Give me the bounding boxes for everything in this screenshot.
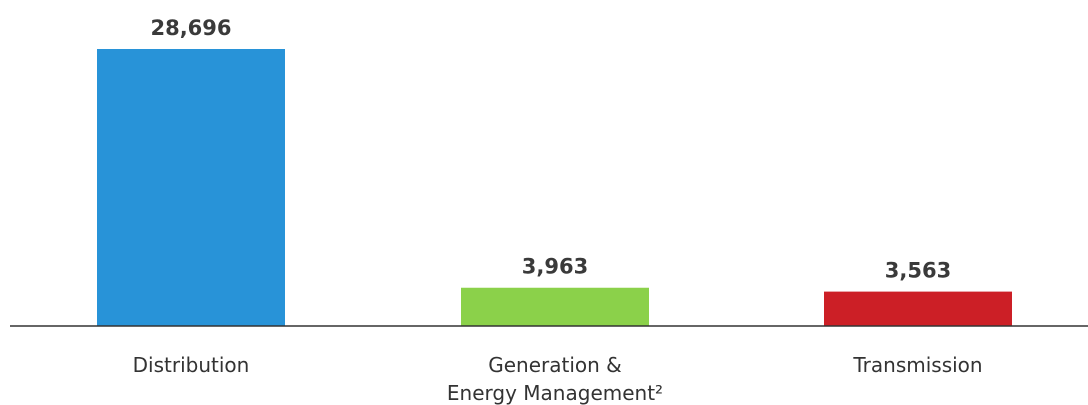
category-label-2: Transmission	[852, 353, 982, 377]
category-label-1-line-1: Energy Management²	[447, 381, 663, 405]
category-label-0: Distribution	[133, 353, 250, 377]
value-label-0: 28,696	[150, 16, 231, 40]
bar-1	[461, 287, 649, 326]
value-label-1: 3,963	[522, 255, 588, 279]
value-label-2: 3,563	[885, 259, 951, 283]
category-labels-group: Distribution Generation & Energy Managemen…	[133, 353, 983, 405]
value-labels-group: 28,696 3,963 3,563	[150, 16, 951, 283]
bar-0	[97, 49, 285, 326]
bar-2	[824, 291, 1012, 326]
category-label-1-line-0: Generation &	[488, 353, 622, 377]
bars-group	[97, 49, 1012, 326]
